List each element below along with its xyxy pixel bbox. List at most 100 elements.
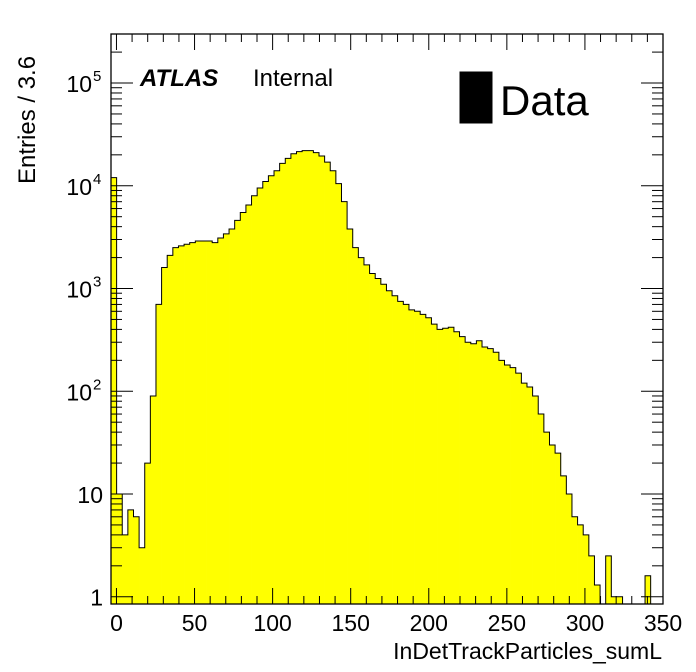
histogram-bin <box>212 242 219 604</box>
histogram-bin <box>307 150 314 604</box>
histogram-bin <box>279 163 286 605</box>
histogram-bin <box>543 432 550 604</box>
histogram-bin <box>363 264 370 604</box>
histogram-bin <box>257 188 264 604</box>
histogram-bin <box>583 534 590 604</box>
histogram-bin <box>510 367 517 604</box>
y-tick-label: 10 <box>66 71 92 97</box>
histogram-bin <box>234 220 241 605</box>
histogram-bin <box>465 342 472 604</box>
histogram-bin <box>397 301 404 604</box>
histogram-bin <box>555 453 562 604</box>
histogram-bin <box>588 555 595 604</box>
histogram-bin <box>116 494 123 604</box>
histogram-bin <box>144 463 151 604</box>
histogram-bin <box>133 516 140 604</box>
histogram-bin <box>431 324 438 604</box>
histogram-bin <box>442 328 449 604</box>
histogram-bin <box>127 509 134 604</box>
histogram-bin <box>453 331 460 604</box>
x-axis-label: InDetTrackParticles_sumL <box>393 638 662 664</box>
histogram-bin <box>515 373 522 604</box>
histogram-bin <box>150 395 157 604</box>
histogram-bin <box>184 244 191 604</box>
histogram-bin <box>341 201 348 604</box>
histogram-bin <box>200 241 207 604</box>
legend-label-data: Data <box>500 77 589 124</box>
histogram-bin <box>386 290 393 604</box>
histogram-bin <box>229 228 236 604</box>
x-tick-label: 0 <box>110 610 123 636</box>
x-tick-label: 300 <box>566 610 604 636</box>
histogram-bin <box>498 360 505 604</box>
atlas-internal-label: Internal <box>253 65 333 92</box>
y-tick-exponent: 4 <box>93 171 101 188</box>
histogram-bin <box>526 387 533 604</box>
histogram-bin <box>425 317 432 604</box>
histogram-bars <box>111 150 652 605</box>
histogram-bin <box>268 175 275 604</box>
x-tick-label: 100 <box>253 610 291 636</box>
histogram-bin <box>358 257 365 604</box>
histogram-bin <box>139 547 146 604</box>
histogram-bin <box>487 348 494 604</box>
x-tick-label: 50 <box>182 610 208 636</box>
histogram-bin <box>521 383 528 604</box>
histogram-bin <box>262 181 269 604</box>
histogram-bin <box>420 314 427 604</box>
histogram-bin <box>195 241 202 604</box>
histogram-bin <box>206 241 213 604</box>
x-tick-label: 150 <box>332 610 370 636</box>
histogram-bin <box>414 311 421 604</box>
histogram-bin <box>285 158 292 604</box>
histogram-bin <box>296 151 303 605</box>
histogram-bin <box>189 242 196 604</box>
histogram-bin <box>504 365 511 604</box>
y-tick-exponent: 3 <box>93 274 101 291</box>
histogram-bin <box>594 585 601 604</box>
histogram-bin <box>290 153 297 605</box>
histogram-bin <box>549 444 556 604</box>
x-axis-ticks: 0 50 100 150 200 250 300 350 <box>110 34 682 636</box>
legend-swatch-data <box>459 71 493 124</box>
x-tick-label: 200 <box>410 610 448 636</box>
x-tick-label: 250 <box>488 610 526 636</box>
histogram-bin <box>448 327 455 604</box>
y-axis-label: Entries / 3.6 <box>14 56 41 184</box>
histogram-bin <box>616 596 623 604</box>
y-tick-exponent: 5 <box>93 68 101 85</box>
histogram-bin <box>375 278 382 604</box>
x-tick-label: 350 <box>644 610 682 636</box>
legend: Data <box>459 71 589 124</box>
y-tick-label: 10 <box>66 277 92 303</box>
histogram-bin <box>240 212 247 604</box>
histogram-bin <box>172 247 179 604</box>
histogram-bin <box>605 555 612 604</box>
histogram-bin <box>324 162 331 604</box>
histogram-bin <box>482 346 488 604</box>
y-tick-label: 1 <box>90 585 103 611</box>
histogram-bin <box>532 395 539 604</box>
histogram-bin <box>459 336 466 604</box>
histogram-bin <box>245 204 252 605</box>
histogram-bin <box>155 304 162 604</box>
histogram-bin <box>217 238 224 604</box>
histogram-bin <box>380 284 387 604</box>
histogram-bin <box>352 247 359 604</box>
histogram-bin <box>392 295 399 604</box>
histogram-bin <box>330 170 337 604</box>
histogram-bin <box>470 343 477 604</box>
histogram-bin <box>611 596 618 604</box>
histogram-bin <box>408 309 415 604</box>
atlas-label: ATLAS <box>139 65 218 92</box>
histogram-outline <box>110 150 652 605</box>
y-tick-label: 10 <box>66 174 92 200</box>
histogram-bin <box>369 273 376 604</box>
histogram-bin <box>122 534 129 604</box>
histogram-bin <box>437 329 444 604</box>
y-tick-label: 10 <box>66 379 92 405</box>
histogram-bin <box>302 150 309 604</box>
histogram-bin <box>538 414 545 604</box>
histogram-bin <box>645 575 652 604</box>
